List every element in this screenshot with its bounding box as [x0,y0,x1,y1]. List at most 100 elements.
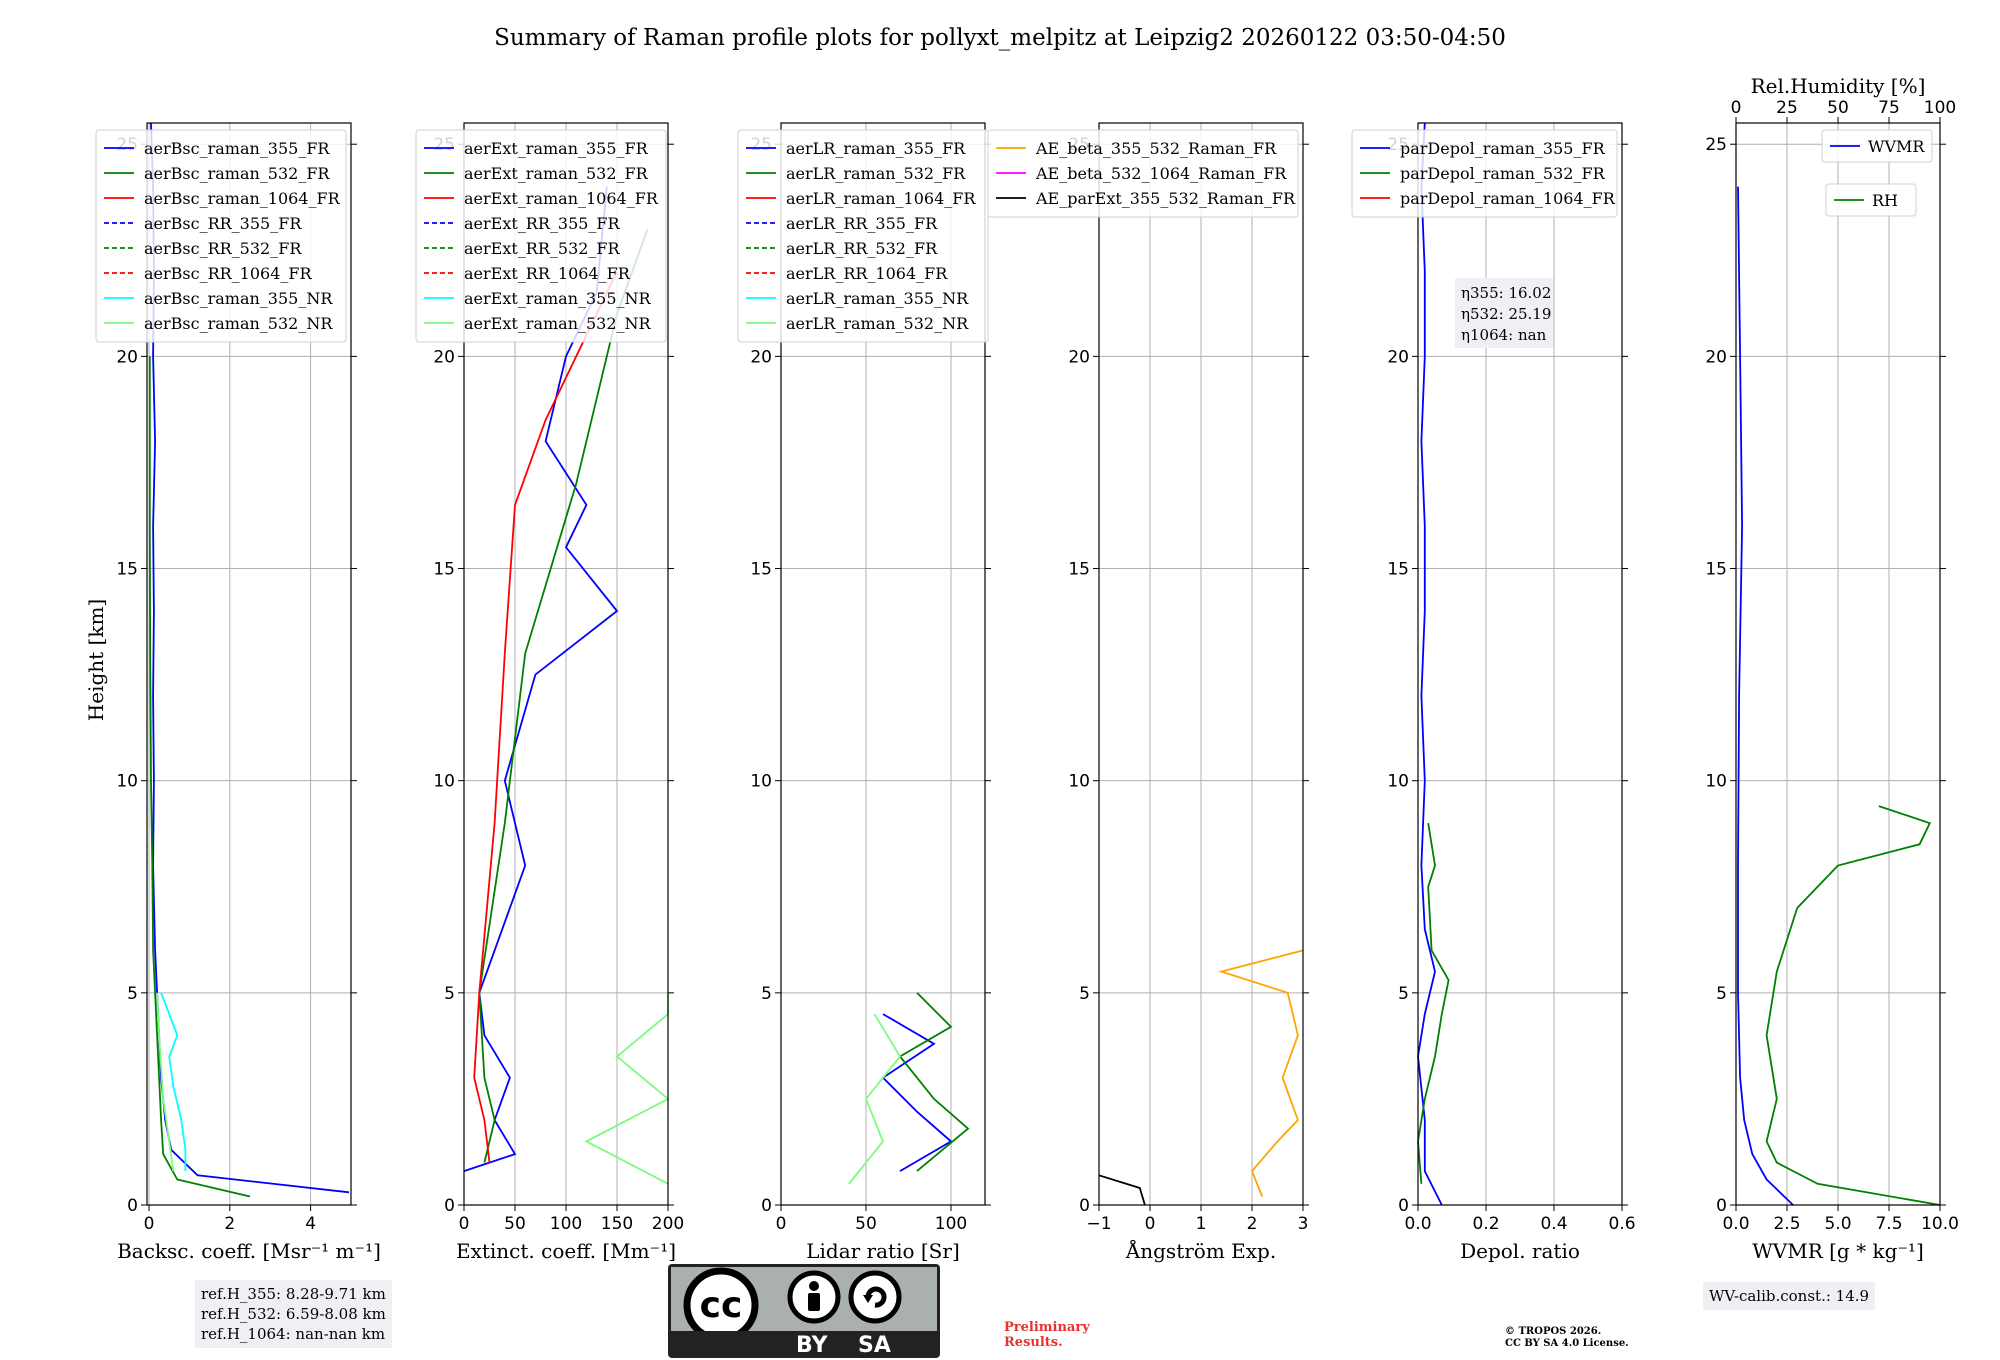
legend-label: aerBsc_raman_355_FR [144,139,330,158]
legend-label: aerLR_RR_532_FR [786,239,938,258]
x-axis-label: WVMR [g * kg⁻¹] [1752,1239,1924,1263]
x-tick-label: 7.5 [1875,1214,1902,1234]
series-line-aerBsc_raman_532_FR [148,356,251,1198]
y-tick-label: 0 [1079,1196,1090,1216]
y-tick-label: 5 [1716,984,1727,1004]
x-tick-label: −1 [1086,1214,1111,1234]
y-tick-label: 5 [444,984,455,1004]
legend-frame [95,129,347,343]
x-tick-label: 50 [504,1214,526,1234]
y-tick-label: 15 [116,560,138,580]
series-line-aerExt_raman_1064_FR [473,271,618,1163]
y-tick-label: 10 [750,772,772,792]
y-tick-label: 10 [433,772,455,792]
legend-label: aerBsc_raman_532_NR [144,314,333,333]
y-tick-label: 10 [1705,772,1727,792]
legend-label: parDepol_raman_355_FR [1400,139,1606,158]
series-line-parDepol_raman_355_FR [1417,122,1443,1206]
top-x-tick-label: 0 [1731,98,1742,118]
x-tick-label: 0.2 [1472,1214,1499,1234]
ref-height-355: ref.H_355: 8.28-9.71 km [201,1285,386,1303]
legend-label: aerLR_raman_355_NR [786,289,969,308]
series-line-aerExt_raman_355_FR [463,186,619,1172]
legend-label: AE_parExt_355_532_Raman_FR [1035,189,1296,208]
panel-wv: 0.0 2.5 5.0 7.5 10.0 0 5 10 15 20 25 WVMR [g * kg⁻¹… [1705,74,1959,1263]
x-axis-label: Backsc. coeff. [Msr⁻¹ m⁻¹] [117,1239,381,1263]
y-tick-label: 20 [1068,347,1090,367]
x-tick-label: 2.5 [1773,1214,1800,1234]
preliminary-line-2: Results. [1004,1335,1063,1350]
preliminary-note: Preliminary Results. [1004,1320,1090,1350]
y-tick-label: 5 [1079,984,1090,1004]
legend-ext: aerExt_raman_355_FR aerExt_raman_532_FRae… [415,129,667,343]
y-tick-label: 20 [116,347,138,367]
copyright-note: © TROPOS 2026. CC BY SA 4.0 License. [1505,1326,1629,1350]
y-tick-label: 15 [1068,560,1090,580]
y-tick-label: 20 [1387,347,1409,367]
legend-label: aerExt_raman_532_FR [464,164,649,183]
series-line-aerExt_raman_532_NR [584,992,670,1185]
x-axis-label: Extinct. coeff. [Mm⁻¹] [456,1239,676,1263]
legend-label: aerExt_raman_532_NR [464,314,652,333]
legend-label: aerBsc_RR_532_FR [144,239,302,258]
legend-frame [1821,129,1933,163]
legend-label: aerBsc_RR_1064_FR [144,264,313,283]
x-tick-label: 0 [144,1214,155,1234]
y-tick-label: 10 [1387,772,1409,792]
legend-bsc: aerBsc_raman_355_FR aerBsc_raman_532_FRae… [95,129,347,343]
panel-ae: −101230510152025Ångström Exp.AE_beta_355… [987,122,1309,1263]
copyright-line-2: CC BY SA 4.0 License. [1505,1338,1629,1349]
legend-lr: aerLR_raman_355_FR aerLR_raman_532_FR aerL… [737,129,989,343]
by-label: BY [796,1333,828,1358]
legend-label: aerExt_RR_532_FR [464,239,621,258]
annotation-box [1455,278,1553,348]
y-tick-label: 10 [116,772,138,792]
x-axis-label: Lidar ratio [Sr] [806,1239,960,1263]
sa-label: SA [858,1333,891,1358]
top-x-tick-label: 50 [1827,98,1849,118]
ref-height-box: ref.H_355: 8.28-9.71 km ref.H_532: 6.59-… [195,1280,392,1348]
legend-frame [737,129,989,343]
legend-label: AE_beta_355_532_Raman_FR [1035,139,1277,158]
legend-frame [1351,129,1618,218]
legend-label: aerExt_raman_355_NR [464,289,652,308]
legend-label: aerLR_RR_355_FR [786,214,938,233]
legend-label: aerBsc_raman_1064_FR [144,189,341,208]
x-tick-label: 150 [601,1214,633,1234]
legend-wv: WVMR RH [1821,129,1933,217]
panel-lr: 0501000510152025Lidar ratio [Sr]aerLR_ra… [737,122,991,1263]
panel-bsc: 0240510152025Backsc. coeff. [Msr⁻¹ m⁻¹]a… [95,122,381,1263]
series-line-aerExt_raman_532_FR [478,228,649,1163]
x-tick-label: 2 [224,1214,235,1234]
y-tick-label: 15 [750,560,772,580]
x-tick-label: 0.0 [1404,1214,1431,1234]
legend-label: aerExt_RR_355_FR [464,214,621,233]
series-line-aerBsc_raman_532_NR [156,992,175,1172]
y-tick-label: 20 [750,347,772,367]
top-x-tick-label: 25 [1776,98,1798,118]
y-tick-label: 0 [1716,1196,1727,1216]
x-tick-label: 100 [935,1214,967,1234]
legend-label: parDepol_raman_1064_FR [1400,189,1616,208]
x-tick-label: 5.0 [1824,1214,1851,1234]
legend-label: aerLR_raman_355_FR [786,139,966,158]
annotation-text: η1064: nan [1461,326,1547,344]
panel-ext: 0501001502000510152025Extinct. coeff. [M… [415,122,684,1263]
legend-label: parDepol_raman_532_FR [1400,164,1606,183]
legend-label: aerExt_raman_1064_FR [464,189,659,208]
y-tick-label: 10 [1068,772,1090,792]
x-tick-label: 2 [1247,1214,1258,1234]
figure-title: Summary of Raman profile plots for polly… [494,25,1506,51]
legend-label: aerBsc_raman_532_FR [144,164,330,183]
legend-frame [415,129,667,343]
top-x-tick-label: 75 [1878,98,1900,118]
share-alike-icon [848,1270,902,1324]
legend-label: aerBsc_raman_355_NR [144,289,333,308]
legend-label: aerExt_raman_355_FR [464,139,649,158]
top-x-tick-label: 100 [1924,98,1956,118]
legend-label: RH [1872,191,1898,210]
x-tick-label: 4 [305,1214,316,1234]
legend-frame [987,129,1299,218]
depol-annotation: η355: 16.02 η532: 25.19 η1064: nan [1455,278,1553,348]
